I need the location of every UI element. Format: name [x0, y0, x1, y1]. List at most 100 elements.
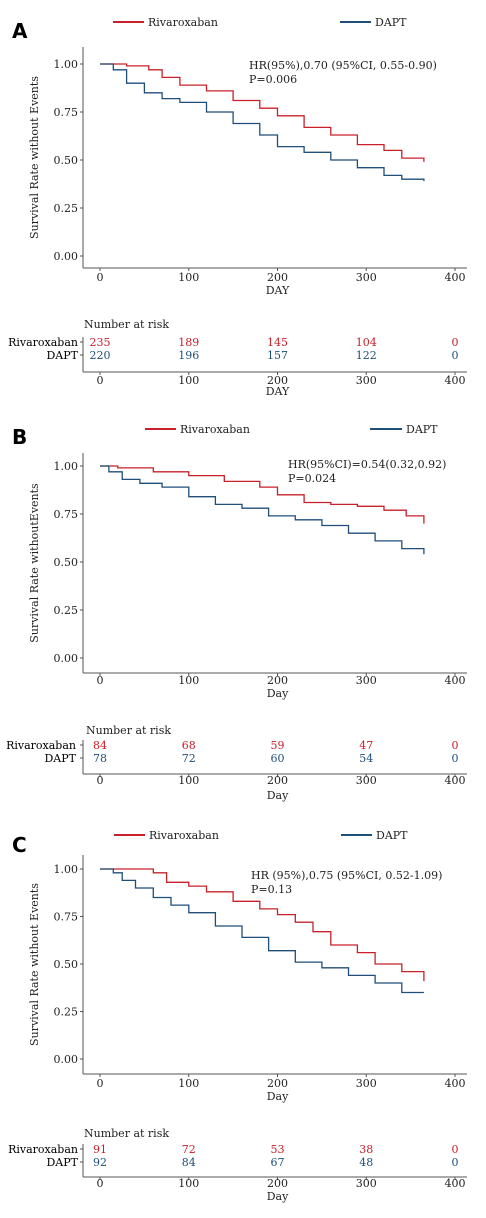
x-tick-label: 300 — [356, 1077, 377, 1090]
x-tick-label: 200 — [267, 271, 288, 284]
p-value-text: P=0.13 — [251, 883, 292, 896]
risk-x-tick-label: 100 — [178, 1177, 199, 1190]
y-tick-label: 0.25 — [54, 1006, 79, 1019]
risk-x-tick-label: 400 — [445, 374, 466, 387]
risk-x-tick-label: 300 — [356, 774, 377, 787]
x-tick-label: 0 — [97, 1077, 104, 1090]
risk-count: 60 — [271, 752, 285, 765]
risk-count: 235 — [90, 336, 111, 349]
legend-label-dapt: DAPT — [406, 423, 438, 436]
risk-group-label: DAPT — [46, 349, 78, 362]
risk-count: 0 — [452, 1156, 459, 1169]
y-tick-label: 0.00 — [54, 1053, 79, 1066]
y-tick-label: 1.00 — [54, 58, 79, 71]
risk-count: 48 — [359, 1156, 373, 1169]
risk-count: 72 — [182, 752, 196, 765]
risk-x-tick-label: 100 — [178, 374, 199, 387]
risk-count: 91 — [93, 1143, 107, 1156]
risk-x-tick-label: 400 — [445, 774, 466, 787]
risk-count: 0 — [452, 336, 459, 349]
risk-x-tick-label: 300 — [356, 1177, 377, 1190]
x-tick-label: 0 — [97, 674, 104, 687]
panel-letter: B — [12, 425, 27, 449]
risk-count: 92 — [93, 1156, 107, 1169]
risk-count: 47 — [359, 739, 373, 752]
x-tick-label: 400 — [445, 674, 466, 687]
y-tick-label: 1.00 — [54, 460, 79, 473]
y-tick-label: 0.25 — [54, 604, 79, 617]
risk-table-title: Number at risk — [84, 318, 169, 331]
x-tick-label: 0 — [97, 271, 104, 284]
hazard-ratio-text: HR(95%CI)=0.54(0.32,0.92) — [288, 458, 446, 471]
y-tick-label: 0.75 — [54, 911, 79, 924]
y-tick-label: 0.50 — [54, 958, 79, 971]
survival-curve-dapt — [100, 465, 425, 555]
risk-count: 53 — [271, 1143, 285, 1156]
risk-x-axis-label: Day — [267, 789, 289, 802]
risk-table-title: Number at risk — [86, 724, 171, 737]
risk-count: 122 — [356, 349, 377, 362]
p-value-text: P=0.024 — [288, 472, 336, 485]
y-tick-label: 0.50 — [54, 154, 79, 167]
risk-count: 0 — [452, 349, 459, 362]
x-axis-label: Day — [267, 1090, 289, 1103]
x-tick-label: 400 — [445, 1077, 466, 1090]
survival-curve-rivaroxaban — [100, 465, 425, 524]
x-axis-label: DAY — [266, 284, 290, 297]
risk-x-tick-label: 0 — [97, 774, 104, 787]
y-axis-label: Survival Rate without Events — [28, 883, 41, 1046]
y-tick-label: 0.50 — [54, 556, 79, 569]
risk-count: 104 — [356, 336, 377, 349]
x-tick-label: 300 — [356, 674, 377, 687]
p-value-text: P=0.006 — [249, 73, 297, 86]
risk-x-tick-label: 200 — [267, 774, 288, 787]
hazard-ratio-text: HR (95%),0.75 (95%CI, 0.52-1.09) — [251, 869, 442, 882]
x-tick-label: 300 — [356, 271, 377, 284]
risk-count: 68 — [182, 739, 196, 752]
risk-group-label: DAPT — [44, 752, 76, 765]
x-tick-label: 200 — [267, 1077, 288, 1090]
legend-label-rivaroxaban: Rivaroxaban — [180, 423, 250, 436]
risk-table-title: Number at risk — [84, 1127, 169, 1140]
y-tick-label: 0.25 — [54, 202, 79, 215]
risk-count: 157 — [267, 349, 288, 362]
risk-count: 59 — [271, 739, 285, 752]
survival-curve-rivaroxaban — [100, 63, 425, 162]
risk-count: 145 — [267, 336, 288, 349]
x-tick-label: 400 — [445, 271, 466, 284]
risk-x-tick-label: 0 — [97, 374, 104, 387]
survival-curve-dapt — [100, 63, 425, 182]
risk-count: 220 — [90, 349, 111, 362]
y-axis-label: Survival Rate withoutEvents — [28, 483, 41, 643]
risk-count: 196 — [178, 349, 199, 362]
risk-count: 38 — [359, 1143, 373, 1156]
risk-x-tick-label: 0 — [97, 1177, 104, 1190]
panel-c: C Rivaroxaban DAPT 0.00 0.25 0.50 0.75 1.00 0 100… — [8, 829, 467, 1203]
risk-x-axis-label: DAY — [266, 385, 290, 398]
legend-label-rivaroxaban: Rivaroxaban — [149, 829, 219, 842]
y-tick-label: 0.00 — [54, 652, 79, 665]
risk-x-tick-label: 400 — [445, 1177, 466, 1190]
x-axis-label: Day — [267, 687, 289, 700]
y-tick-label: 1.00 — [54, 863, 79, 876]
risk-group-label: Rivaroxaban — [8, 1143, 78, 1156]
legend-label-dapt: DAPT — [376, 829, 408, 842]
risk-group-label: Rivaroxaban — [6, 739, 76, 752]
panel-letter: C — [12, 833, 27, 857]
risk-x-tick-label: 100 — [178, 774, 199, 787]
survival-curve-dapt — [100, 868, 424, 994]
risk-count: 78 — [93, 752, 107, 765]
risk-count: 84 — [182, 1156, 196, 1169]
y-tick-label: 0.75 — [54, 106, 79, 119]
risk-x-axis-label: Day — [267, 1190, 289, 1203]
risk-x-tick-label: 200 — [267, 1177, 288, 1190]
x-tick-label: 100 — [178, 271, 199, 284]
risk-count: 189 — [178, 336, 199, 349]
x-tick-label: 100 — [178, 674, 199, 687]
legend-label-rivaroxaban: Rivaroxaban — [148, 16, 218, 29]
risk-x-tick-label: 200 — [267, 374, 288, 387]
y-tick-label: 0.00 — [54, 250, 79, 263]
